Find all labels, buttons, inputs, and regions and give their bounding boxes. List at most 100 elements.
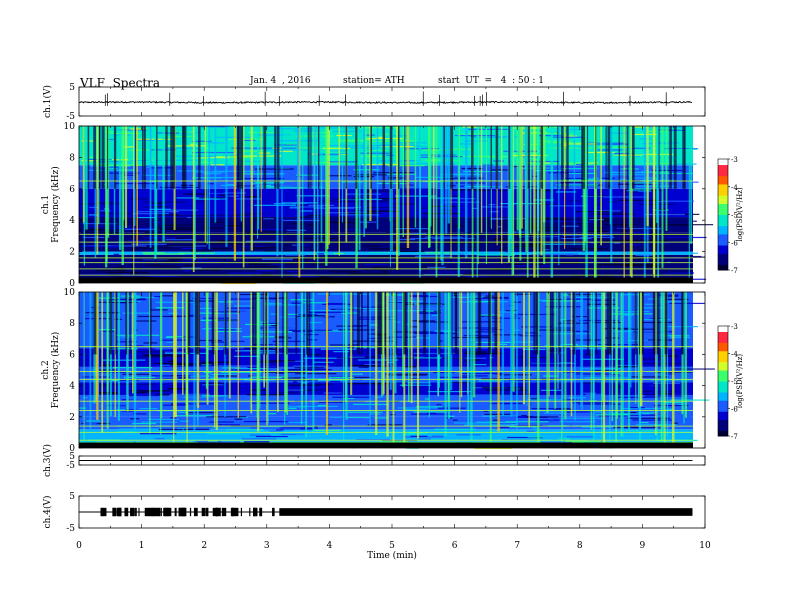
spectrogram-speckle (366, 206, 396, 209)
ch4-burst (155, 507, 160, 517)
spectrogram-speckle (417, 321, 451, 323)
spectrogram-speckle (450, 189, 485, 191)
spectrogram-speckle (154, 295, 161, 298)
spectrogram-speckle (559, 421, 596, 423)
spectrogram-speckle (632, 177, 660, 179)
spectrogram-speckle (263, 298, 277, 300)
spectrogram-speckle (86, 354, 114, 357)
spectrogram-speckle (167, 341, 173, 343)
x-tick-label: 5 (389, 541, 395, 551)
spectrogram-speckle (176, 372, 187, 374)
spectrogram-speckle (225, 184, 235, 186)
y-tick-label: 8 (69, 319, 75, 329)
spectrogram-speckle (420, 207, 426, 209)
spectrogram-speckle (250, 148, 261, 151)
spectrogram-speckle (661, 335, 690, 337)
spectrogram-speckle (424, 236, 464, 238)
spectrogram-speckle (471, 207, 479, 209)
spectrogram-speckle (292, 381, 298, 383)
spectrogram-speckle (465, 140, 488, 142)
spectrogram-speckle (243, 441, 270, 443)
spectrogram-speckle (366, 191, 407, 193)
spectrogram-speckle (474, 447, 513, 450)
spectrogram-speckle (343, 397, 355, 399)
colorbar-swatch (718, 233, 728, 238)
spectrogram-sferic (305, 292, 308, 438)
spectrogram-speckle (105, 237, 132, 239)
spectrogram-speckle (233, 301, 262, 303)
spectrogram-speckle (670, 272, 695, 274)
colorbar-tick-label: -7 (731, 267, 738, 275)
spectrogram-speckle (79, 407, 86, 409)
spectrogram-gap (172, 126, 174, 189)
spectrogram-speckle (448, 296, 484, 298)
spectrogram-speckle (313, 330, 353, 332)
spectrogram-sferic (204, 126, 206, 243)
spectrogram-speckle (486, 262, 506, 265)
spectrogram-speckle (419, 171, 431, 173)
spectrogram-speckle (123, 174, 136, 176)
spectrogram-speckle (311, 153, 320, 155)
spectrogram-speckle (380, 336, 417, 338)
spectrogram-speckle (106, 222, 126, 224)
spectrogram-gap (345, 126, 348, 189)
spectrogram-speckle (197, 200, 238, 202)
spectrogram-speckle (517, 273, 533, 275)
spectrogram-speckle (554, 262, 582, 264)
spectrogram-speckle (581, 399, 591, 401)
spectrogram-sferic (445, 126, 448, 234)
spectrogram-sferic (540, 126, 543, 256)
spectrogram-speckle (359, 223, 376, 225)
spectrogram-speckle (171, 215, 213, 217)
spectrogram-speckle (136, 351, 174, 353)
spectrogram-speckle (493, 160, 504, 162)
spectrogram-gap (558, 292, 560, 355)
spectrogram-sferic (684, 292, 687, 418)
ch1-panel: 5 -5 ch.1(V) (42, 83, 706, 122)
spectrogram-speckle (530, 398, 537, 400)
spectrogram-sferic (83, 292, 85, 441)
spectrogram-speckle (279, 427, 319, 429)
spectrogram-speckle (534, 263, 545, 266)
spectrogram-speckle (275, 372, 288, 375)
spectrogram-gap (395, 292, 398, 355)
spectrogram-speckle (330, 380, 341, 383)
spectrogram-sferic (256, 292, 259, 418)
spectrogram-speckle (401, 252, 426, 254)
spectrogram-sferic (428, 126, 431, 248)
ch4-ylabel: ch.4(V) (42, 496, 53, 529)
spectrogram-speckle (281, 244, 293, 247)
spectrogram-speckle (142, 252, 165, 254)
spectrogram-speckle (579, 367, 622, 370)
colorbar-swatch (718, 408, 728, 412)
x-tick-label: 3 (264, 541, 270, 551)
spectrogram-speckle (221, 367, 240, 369)
spectrogram-speckle (358, 127, 401, 129)
spectrogram-gap (443, 126, 446, 189)
colorbar-swatch (718, 430, 728, 434)
spectrogram-sferic (121, 126, 124, 265)
spectrogram-speckle (670, 336, 691, 339)
spectrogram-speckle (374, 417, 389, 419)
spectrogram-speckle (106, 410, 123, 413)
spectrogram-speckle (370, 140, 390, 142)
spectrogram-speckle (96, 297, 140, 299)
spectrogram-sferic (260, 126, 262, 232)
spectrogram-speckle (243, 420, 288, 423)
spectrogram-speckle (663, 298, 689, 300)
spectrogram-gap (587, 292, 589, 355)
spectrogram-speckle (225, 429, 264, 431)
spectrogram-sferic (342, 292, 345, 447)
spectrogram-speckle (641, 171, 670, 173)
spectrogram-speckle (369, 255, 398, 257)
spectrogram-speckle (536, 140, 572, 142)
spectrogram-speckle (577, 367, 602, 369)
spectrogram-speckle (256, 321, 268, 323)
spectrogram-speckle (335, 309, 370, 311)
spectrogram-speckle (229, 272, 262, 274)
spectrogram-gap (274, 126, 277, 189)
spectrogram-speckle (249, 185, 293, 188)
spectrogram-speckle (500, 319, 517, 322)
spectrogram-gap (237, 126, 240, 189)
x-tick-label: 2 (201, 541, 207, 551)
